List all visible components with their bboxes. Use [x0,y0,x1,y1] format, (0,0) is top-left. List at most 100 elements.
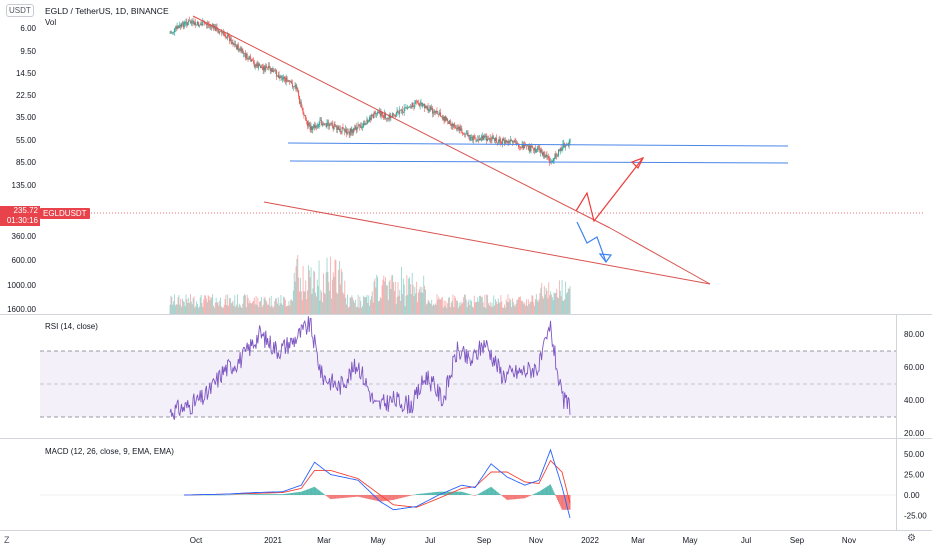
volume-bar [170,295,172,314]
volume-bar [399,289,401,314]
volume-bar [396,296,398,314]
macd-histogram-bar [518,495,520,499]
volume-bar [186,299,188,314]
candle-body [436,110,438,112]
volume-bar [427,299,429,314]
macd-histogram-bar [432,492,434,495]
time-tick-label: May [370,536,385,545]
volume-bar [285,306,287,314]
time-axis[interactable]: Oct 2021 Mar May Jul Sep Nov 2022 Mar May Jul Sep No… [190,536,856,545]
bullish-projection-arrow[interactable] [575,157,644,223]
volume-bar [304,291,306,314]
candle-body [364,123,366,125]
time-tick-label: Jul [425,536,435,545]
volume-bar [342,292,344,314]
volume-bar [260,301,261,314]
macd-histogram-bar [299,491,301,495]
macd-histogram-bar [507,495,509,500]
candle-body [504,139,506,144]
volume-bar [354,299,356,314]
candle-body [235,44,237,46]
volume-bar [515,303,517,314]
price-tick-label: 1000.00 [7,281,36,290]
candle-body [425,106,427,108]
volume-bar [447,303,449,314]
volume-bar [546,290,548,314]
volume-bar [444,305,446,314]
price-axis[interactable]: 6.00 9.50 14.50 22.50 35.00 55.00 85.00 135.00 3… [7,24,36,314]
volume-bar [237,307,239,314]
macd-axis[interactable]: 50.00 25.00 0.00 -25.00 [904,450,927,521]
macd-histogram-bar [265,494,267,495]
volume-bar [250,303,252,314]
settings-gear-icon[interactable]: ⚙ [907,533,916,544]
last-price-tag: 235.72 01:30:16 [0,206,40,226]
volume-bar [327,271,329,314]
candle-body [281,75,283,80]
upper-trendline-extension[interactable] [609,227,711,285]
resistance-line-upper[interactable] [287,142,789,147]
macd-histogram-bar [551,488,553,495]
upper-trendline[interactable] [192,15,611,229]
candle-body [314,125,316,128]
volume-bar [204,295,206,314]
candle-body [476,140,478,142]
candle-body [541,149,543,153]
volume-bar [344,280,346,314]
macd-histogram-bar [385,495,387,501]
volume-bar [450,302,452,314]
candle-body [558,149,560,152]
volume-bar [256,304,258,314]
volume-bar [330,256,332,314]
drawing-tools[interactable] [192,15,789,285]
macd-histogram-bar [326,495,328,497]
candle-body [495,137,497,143]
volume-bar [534,305,536,314]
macd-histogram-bar [488,487,490,495]
volume-bar [558,280,560,314]
candle-body [298,90,300,96]
candle-body [189,21,191,24]
timezone-icon[interactable]: Z [4,535,10,545]
macd-histogram-bar [300,491,302,495]
candle-body [514,140,516,143]
candle-body [412,102,414,107]
macd-histogram-bar [547,486,549,495]
macd-histogram-bar [393,495,395,500]
macd-histogram-bar [487,488,489,495]
macd-histogram-bar [313,487,315,495]
macd-histogram-bar [315,488,317,495]
candle-body [321,120,323,126]
bearish-projection-arrow[interactable] [576,221,607,263]
candle-body [399,109,401,114]
candle-body [360,126,362,128]
macd-histogram-bar [297,492,299,495]
volume-bar [566,292,568,314]
currency-badge[interactable]: USDT [6,4,34,17]
volume-bar [264,296,266,314]
candle-body [414,102,416,107]
macd-histogram-bar [428,492,430,495]
candle-body [269,67,271,71]
candle-body [453,124,455,127]
volume-bar [187,302,189,314]
lower-trendline[interactable] [263,201,711,285]
resistance-line-lower[interactable] [289,160,789,164]
candle-body [356,127,358,131]
volume-bar [433,305,435,314]
volume-bar [382,279,384,314]
volume-bar [472,307,474,314]
candle-body [208,24,210,26]
macd-histogram-bar [556,495,558,499]
macd-histogram-bar [251,494,253,495]
candle-body [329,123,331,127]
rsi-axis[interactable]: 80.00 60.00 40.00 20.00 [904,330,925,438]
macd-histogram-bar [444,491,446,495]
macd-histogram-bar [283,494,285,495]
macd-histogram-bar [381,495,383,502]
candle-body [290,81,292,83]
volume-bar [229,298,230,314]
volume-bar [384,281,386,314]
volume-bar [392,275,394,314]
